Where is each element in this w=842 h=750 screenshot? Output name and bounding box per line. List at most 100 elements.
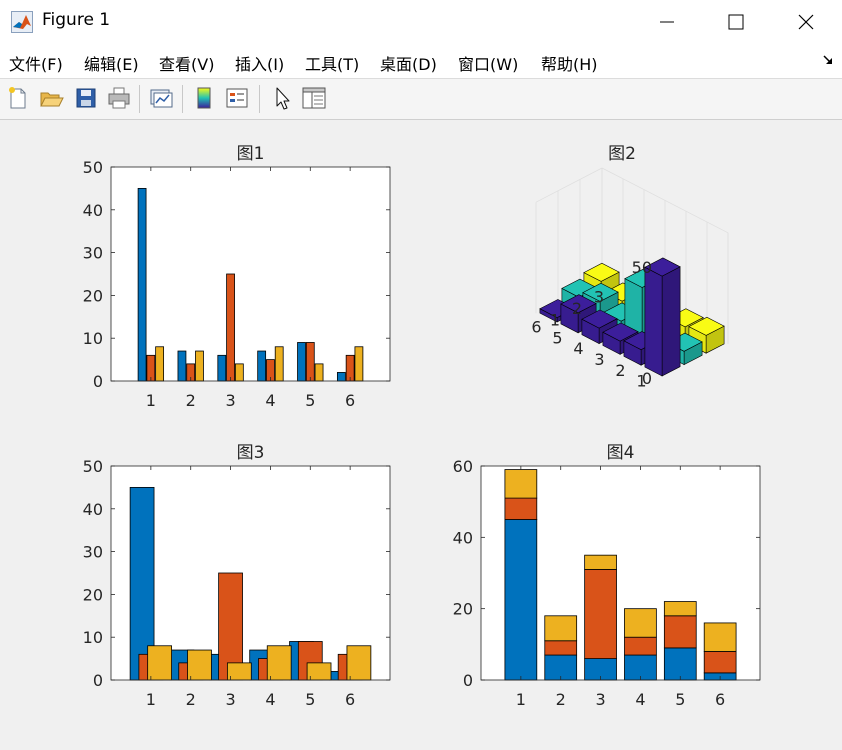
y-tick-label: 40 [453,528,473,547]
dock-arrow-icon[interactable] [822,54,834,66]
bar-series-3-cat-6 [703,622,737,652]
save-icon[interactable] [72,84,100,112]
bar3-x1-y1 [644,257,681,377]
menu-edit[interactable]: 编辑(E) [84,55,139,74]
y-tick-label: 60 [453,457,473,476]
bar-series-3-cat-6 [346,645,372,681]
bar3-face [644,257,681,277]
bar-series-3-cat-3 [584,554,617,570]
y-tick-label: 40 [83,201,103,220]
bar-series-3-cat-6 [354,346,364,382]
z-tick-label: 0 [642,369,652,388]
x-tick-label: 2 [615,361,625,380]
x-tick-label: 4 [265,391,275,410]
insert-legend-icon[interactable] [223,84,251,112]
y-tick-label: 10 [83,628,103,647]
property-inspector-icon[interactable] [300,84,328,112]
x-tick-label: 3 [595,690,605,709]
bar-series-2-cat-4 [624,636,657,656]
maximize-button[interactable] [701,0,771,44]
bar-series-3-cat-2 [187,649,212,681]
y-tick-label: 50 [83,457,103,476]
menu-help[interactable]: 帮助(H) [541,55,598,74]
bar-series-1-cat-1 [504,519,538,681]
new-figure-icon[interactable] [4,84,32,112]
grid-line [535,167,603,203]
axes-title: 图2 [608,144,636,164]
x-tick-label: 1 [146,391,156,410]
axes-background [111,466,390,680]
y-tick-label: 2 [572,299,582,318]
bar3-x1-y3 [688,316,725,354]
bar-series-1-cat-4 [257,350,267,382]
edit-plot-arrow-icon[interactable] [268,84,296,112]
bar-series-3-cat-5 [314,363,324,382]
toolbar-separator [182,85,183,113]
y-tick-label: 30 [83,543,103,562]
x-tick-label: 5 [305,391,315,410]
bar-series-3-cat-3 [234,363,244,382]
menu-file[interactable]: 文件(F) [9,55,63,74]
link-plot-icon[interactable] [147,84,175,112]
menu-view[interactable]: 查看(V) [159,55,215,74]
x-tick-label: 3 [225,690,235,709]
axes-box [480,465,761,681]
bar-series-3-cat-2 [195,350,204,382]
axes-title: 图4 [607,443,635,463]
menu-window[interactable]: 窗口(W) [458,55,519,74]
bar-series-3-cat-4 [274,346,284,382]
bar-series-2-cat-3 [226,273,235,382]
x-tick-label: 6 [531,318,541,337]
menu-bar: 文件(F) 编辑(E) 查看(V) 插入(I) 工具(T) 桌面(D) 窗口(W… [0,44,842,78]
x-tick-label: 3 [225,391,235,410]
open-file-icon[interactable] [37,84,65,112]
x-tick-label: 4 [635,690,645,709]
y-tick-label: 30 [83,244,103,263]
close-button[interactable] [771,0,841,44]
bar-series-1-cat-1 [137,187,147,382]
x-tick-label: 3 [594,350,604,369]
bar-series-3-cat-2 [544,615,578,642]
menu-desktop[interactable]: 桌面(D) [380,55,437,74]
bar-series-2-cat-1 [504,497,538,520]
toolbar-separator [259,85,260,113]
x-tick-label: 4 [265,690,275,709]
bar-series-3-cat-5 [663,601,697,617]
bar-series-1-cat-5 [663,647,697,681]
bar-series-2-cat-5 [663,615,697,649]
y-tick-label: 50 [83,158,103,177]
x-tick-label: 5 [552,328,562,347]
axes-1: 0 10 20 30 40 50 1 2 3 4 5 6 图1 [83,144,391,410]
bar-series-3-cat-4 [624,608,657,638]
y-tick-label: 3 [594,288,604,307]
axes-4: 0 20 40 60 1 2 3 4 5 6 图4 [453,443,761,709]
y-tick-label: 10 [83,329,103,348]
x-tick-label: 2 [556,690,566,709]
bar-series-3-cat-1 [147,645,172,681]
print-icon[interactable] [105,84,133,112]
bar-series-3-cat-4 [266,645,292,681]
y-tick-label: 20 [453,600,473,619]
insert-colorbar-icon[interactable] [190,84,218,112]
y-tick-label: 20 [83,286,103,305]
z-tick-label: 50 [632,258,652,277]
axes-box [110,166,391,382]
y-tick-label: 0 [93,372,103,391]
bar3-face [644,266,663,377]
title-bar: Figure 1 [0,0,842,44]
minimize-button[interactable] [632,0,702,44]
menu-insert[interactable]: 插入(I) [235,55,285,74]
bar3-face [583,262,620,282]
bar-series-1-cat-2 [177,350,187,382]
x-tick-label: 1 [636,372,646,391]
menu-tools[interactable]: 工具(T) [305,55,360,74]
x-tick-label: 4 [573,339,583,358]
bar-series-1-cat-6 [336,372,346,382]
x-tick-label: 5 [305,690,315,709]
bar-series-1-cat-3 [217,354,227,382]
bar-series-2-cat-6 [703,651,737,674]
bar-series-2-cat-5 [305,342,315,382]
toolbar [0,78,842,120]
